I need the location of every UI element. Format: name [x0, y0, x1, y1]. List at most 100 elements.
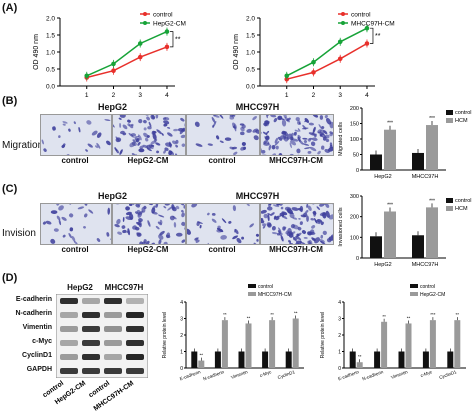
x-tick-label: 1 — [85, 92, 89, 99]
stained-cell — [152, 133, 157, 141]
stained-cell — [325, 138, 330, 143]
bar — [454, 320, 461, 368]
stained-cell — [113, 122, 115, 128]
bar — [447, 351, 454, 368]
stained-cell — [278, 153, 283, 155]
stained-cell — [211, 212, 216, 216]
stained-cell — [163, 123, 168, 127]
stained-cell — [321, 145, 325, 150]
stained-cell — [319, 239, 325, 243]
image-label-b1: control — [61, 156, 89, 165]
blot-band — [104, 326, 122, 332]
stained-cell — [158, 234, 164, 240]
x-tick-label: 4 — [365, 92, 369, 99]
blot-background — [56, 294, 148, 378]
stained-cell — [256, 238, 259, 242]
y-tick-label: 1.0 — [246, 50, 255, 57]
stain-pattern — [187, 115, 259, 155]
y-tick-label: 4 — [338, 300, 341, 306]
data-point — [311, 70, 316, 75]
stained-cell — [61, 144, 65, 148]
stained-cell — [307, 138, 311, 142]
stained-cell — [73, 240, 78, 244]
stained-cell — [290, 136, 294, 141]
stained-cell — [298, 139, 304, 145]
legend-swatch — [446, 118, 453, 123]
x-tick-label: 2 — [112, 92, 116, 99]
stained-cell — [240, 131, 245, 136]
stained-cell — [61, 216, 67, 221]
stained-cell — [78, 126, 81, 133]
stained-cell — [261, 209, 267, 214]
stained-cell — [127, 119, 131, 123]
stained-cell — [132, 139, 136, 143]
y-tick-label: 100 — [350, 235, 359, 241]
stained-cell — [308, 122, 315, 126]
stained-cell — [168, 150, 173, 155]
significance-marker: ** — [294, 311, 298, 316]
bar — [269, 320, 276, 368]
stained-cell — [84, 213, 88, 218]
stained-cell — [277, 232, 281, 236]
stained-cell — [175, 232, 183, 237]
stained-cell — [261, 148, 262, 152]
stained-cell — [164, 204, 171, 206]
image-label-c4: MHCC97H-CM — [269, 245, 323, 254]
stained-cell — [181, 127, 185, 132]
bar — [381, 321, 388, 368]
stained-cell — [307, 151, 312, 154]
stained-cell — [107, 207, 111, 215]
stained-cell — [277, 115, 283, 121]
stained-cell — [211, 116, 216, 123]
stained-cell — [297, 120, 301, 125]
significance-bracket — [169, 31, 174, 48]
bar — [398, 351, 405, 368]
legend-label: HCM — [455, 118, 468, 124]
x-tick-label: 2 — [312, 92, 316, 99]
stained-cell — [318, 124, 323, 130]
stained-cell — [181, 212, 185, 218]
stained-cell — [283, 115, 287, 118]
bar — [285, 351, 292, 368]
stained-cell — [131, 153, 136, 155]
y-tick-label: 1.5 — [46, 33, 55, 40]
legend-swatch — [248, 284, 256, 288]
stained-cell — [305, 209, 309, 214]
y-axis-label: Migrated cells — [338, 122, 344, 156]
bar — [221, 320, 228, 368]
stained-cell — [173, 221, 177, 228]
panel-a-label: (A) — [2, 2, 18, 14]
blot-band — [126, 326, 144, 332]
stained-cell — [232, 205, 237, 212]
bar — [370, 236, 382, 258]
legend-swatch — [446, 110, 453, 115]
x-tick-label: Vimentin — [230, 369, 249, 380]
bar — [426, 207, 438, 258]
blot-header-hepg2: HepG2 — [67, 283, 93, 292]
stained-cell — [131, 123, 134, 127]
stained-cell — [289, 142, 292, 149]
stained-cell — [268, 204, 272, 206]
blot-band — [82, 354, 100, 360]
stained-cell — [221, 218, 227, 224]
stained-cell — [232, 122, 237, 129]
legend-swatch — [248, 292, 256, 296]
stained-cell — [146, 147, 152, 152]
stained-cell — [181, 221, 185, 226]
stained-cell — [274, 137, 278, 144]
y-tick-label: 4 — [180, 300, 183, 306]
stained-cell — [307, 205, 312, 211]
stained-cell — [207, 212, 210, 216]
stained-cell — [293, 131, 297, 136]
data-point — [84, 73, 90, 79]
stained-cell — [145, 240, 150, 244]
stained-cell — [116, 218, 121, 225]
stained-cell — [146, 135, 150, 138]
mhcc97h-header-b: MHCC97H — [235, 102, 280, 112]
stained-cell — [306, 204, 309, 208]
x-tick-label: CyclinD1 — [277, 369, 296, 380]
stained-cell — [118, 117, 122, 120]
stained-cell — [91, 130, 98, 136]
stained-cell — [163, 241, 168, 244]
bar — [198, 360, 205, 368]
